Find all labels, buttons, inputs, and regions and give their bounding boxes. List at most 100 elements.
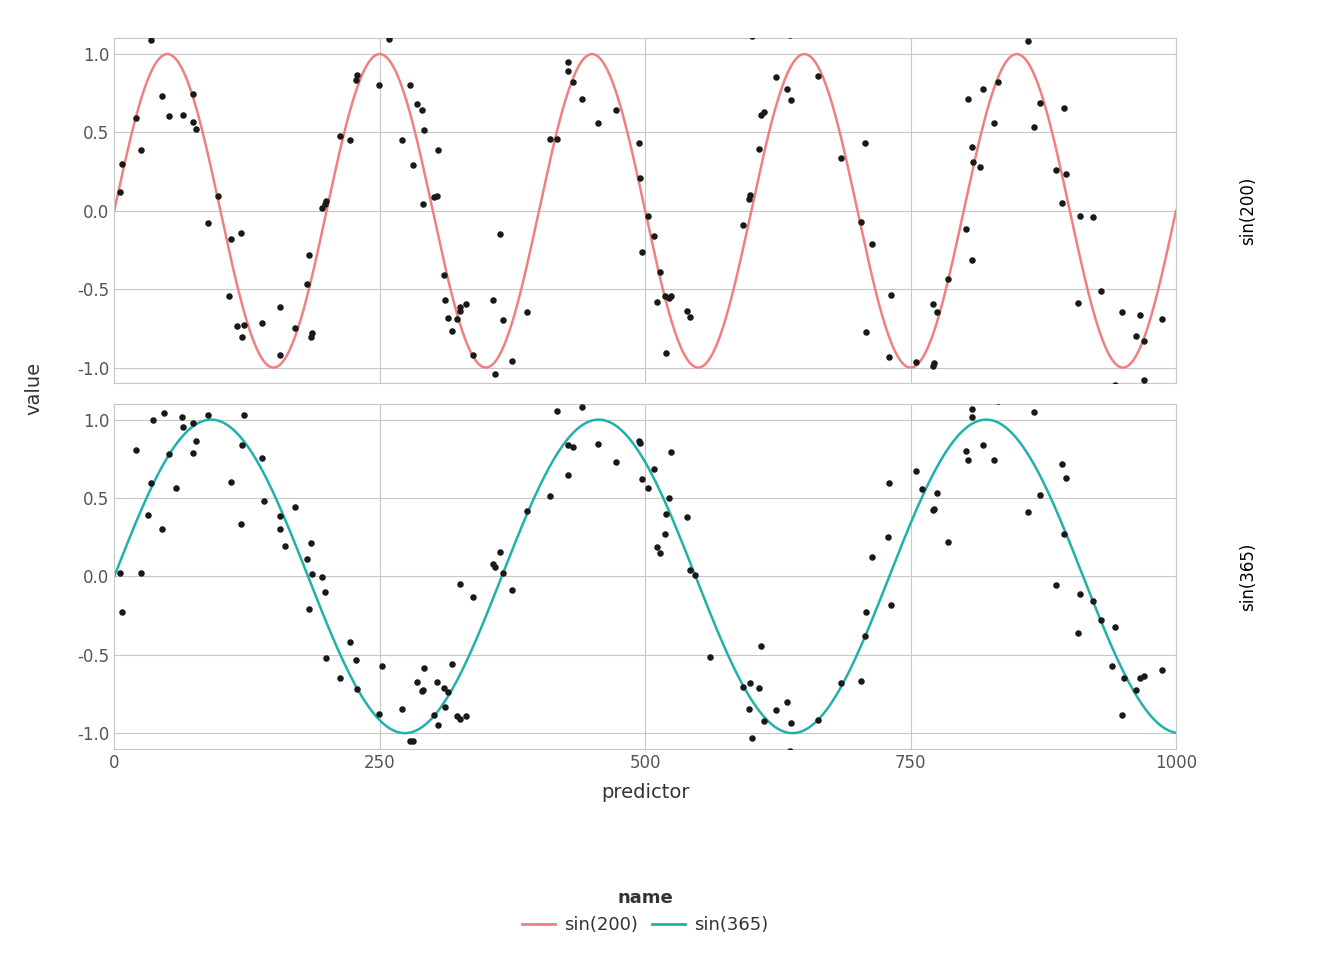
- Point: [775, 81, 797, 96]
- Point: [251, 450, 273, 466]
- Point: [780, 27, 801, 42]
- Point: [153, 405, 175, 420]
- Point: [446, 708, 468, 723]
- Point: [628, 433, 649, 448]
- Point: [676, 509, 698, 524]
- Point: [880, 597, 902, 612]
- Point: [558, 467, 579, 482]
- Point: [165, 26, 187, 41]
- Point: [449, 576, 470, 591]
- Point: [780, 743, 801, 758]
- Point: [423, 189, 445, 204]
- Point: [501, 353, 523, 369]
- Point: [482, 556, 504, 571]
- Point: [1046, 578, 1067, 593]
- Point: [109, 184, 130, 200]
- Point: [406, 97, 427, 112]
- Point: [957, 452, 978, 468]
- Point: [969, 159, 991, 175]
- Point: [645, 540, 667, 555]
- Point: [1067, 296, 1089, 311]
- Point: [484, 559, 505, 574]
- Point: [1133, 749, 1154, 764]
- Point: [516, 304, 538, 320]
- Point: [185, 434, 207, 449]
- Point: [937, 272, 958, 287]
- Point: [539, 488, 560, 503]
- Point: [233, 318, 254, 333]
- Point: [437, 684, 458, 700]
- Point: [1090, 612, 1111, 628]
- Point: [1020, 371, 1042, 386]
- Point: [775, 694, 797, 709]
- Point: [298, 247, 320, 262]
- Point: [781, 92, 802, 108]
- Point: [1136, 467, 1157, 482]
- Point: [1028, 95, 1050, 110]
- Point: [923, 501, 945, 516]
- Point: [220, 474, 242, 490]
- Point: [347, 67, 368, 83]
- Point: [644, 228, 665, 243]
- Point: [1129, 307, 1150, 323]
- Point: [1020, 21, 1042, 36]
- Point: [207, 384, 228, 399]
- Point: [632, 244, 653, 259]
- Point: [988, 394, 1009, 409]
- Point: [371, 659, 392, 674]
- Point: [345, 72, 367, 87]
- Point: [501, 583, 523, 598]
- Point: [923, 355, 945, 371]
- Point: [1054, 527, 1075, 542]
- Point: [1101, 659, 1122, 674]
- Point: [655, 526, 676, 541]
- Point: [739, 676, 761, 691]
- Point: [849, 214, 871, 229]
- Point: [269, 521, 290, 537]
- Point: [1068, 208, 1090, 224]
- Point: [462, 348, 484, 363]
- Point: [749, 141, 770, 156]
- Point: [1152, 662, 1173, 678]
- Point: [462, 589, 484, 605]
- Point: [749, 681, 770, 696]
- Point: [1133, 668, 1154, 684]
- Point: [860, 549, 882, 564]
- Point: [300, 329, 321, 345]
- Point: [1051, 457, 1073, 472]
- Point: [855, 324, 876, 340]
- Point: [644, 461, 665, 476]
- Point: [220, 231, 242, 247]
- Point: [659, 290, 680, 305]
- Point: [878, 475, 899, 491]
- Point: [230, 226, 251, 241]
- Point: [957, 91, 978, 107]
- Point: [183, 86, 204, 102]
- Point: [207, 189, 228, 204]
- Point: [269, 300, 290, 315]
- Point: [1082, 593, 1103, 609]
- Point: [961, 252, 982, 268]
- Point: [753, 713, 774, 729]
- Point: [109, 564, 130, 580]
- Point: [587, 116, 609, 132]
- Point: [301, 566, 323, 582]
- Point: [181, 445, 203, 461]
- Point: [402, 733, 423, 749]
- Point: [233, 408, 254, 423]
- Point: [1055, 470, 1077, 486]
- Point: [1054, 100, 1075, 115]
- Point: [765, 70, 786, 85]
- Point: [962, 155, 984, 170]
- Point: [878, 529, 899, 544]
- Point: [1133, 372, 1154, 387]
- Text: sin(200): sin(200): [1239, 177, 1257, 245]
- Point: [911, 398, 933, 414]
- Point: [547, 132, 569, 147]
- Point: [142, 413, 164, 428]
- Point: [227, 332, 249, 348]
- Point: [962, 333, 984, 348]
- Point: [152, 521, 173, 537]
- Point: [285, 321, 306, 336]
- Point: [562, 440, 583, 455]
